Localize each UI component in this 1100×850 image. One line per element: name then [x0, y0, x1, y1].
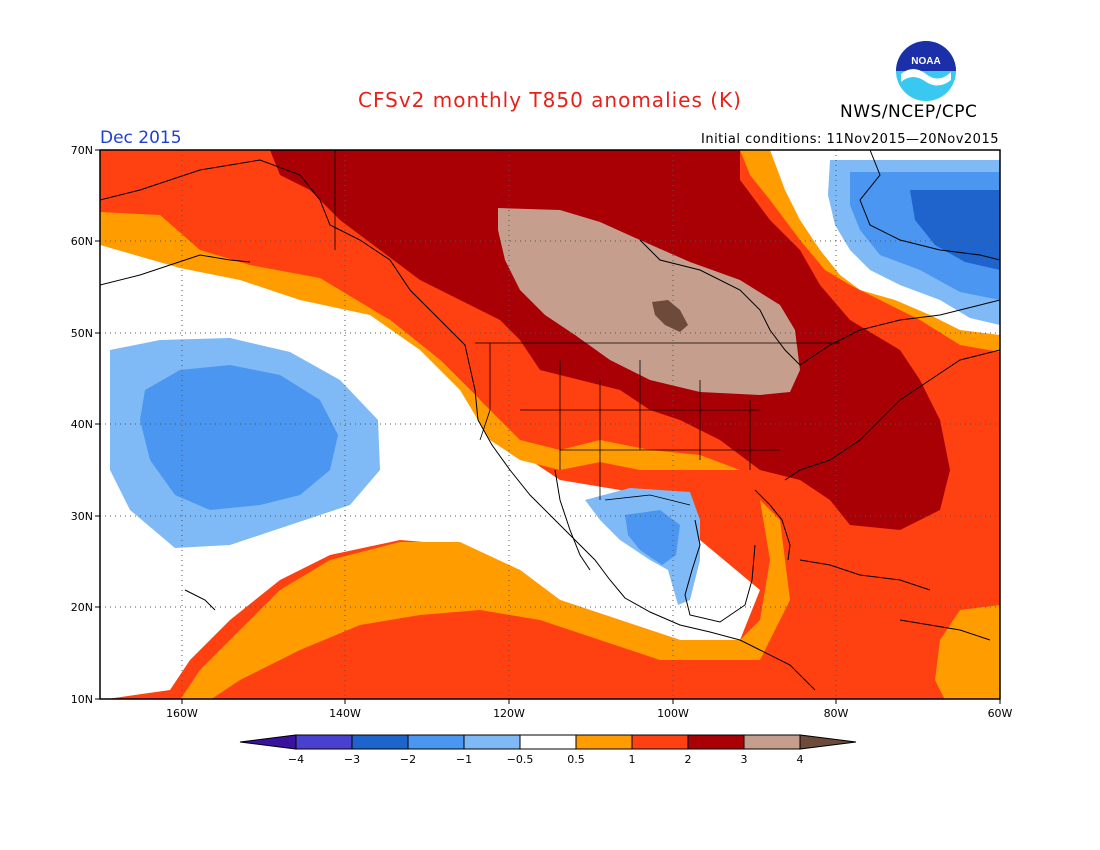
colorbar-tick-label: 1: [629, 753, 636, 766]
colorbar-swatch: [519, 734, 577, 750]
lon-label-160w: 160W: [166, 707, 198, 720]
colorbar-arrow-low: [239, 734, 297, 750]
cold-pool-greenland-core: [910, 190, 1000, 270]
lat-label-60n: 60N: [71, 235, 93, 248]
lat-label-30n: 30N: [71, 510, 93, 523]
lat-label-50n: 50N: [71, 327, 93, 340]
colorbar-swatch: [407, 734, 465, 750]
lon-label-120w: 120W: [493, 707, 525, 720]
coastlines: [100, 150, 1000, 691]
lat-label-20n: 20N: [71, 601, 93, 614]
colorbar-swatch: [351, 734, 409, 750]
colorbar-tick-label: −4: [288, 753, 304, 766]
tick-marks: [95, 149, 1001, 704]
chart-title: CFSv2 monthly T850 anomalies (K): [358, 88, 742, 112]
initial-conditions: Initial conditions: 11Nov2015—20Nov2015: [701, 132, 999, 147]
colorbar-arrow-high: [799, 734, 857, 750]
lat-label-40n: 40N: [71, 418, 93, 431]
colorbar: −4 −3 −2 −1 −0.5 0.5 1 2 3 4: [239, 734, 857, 766]
anomaly-field: [100, 150, 1000, 699]
warm-orange-pacific-south: [180, 500, 790, 699]
colorbar-tick-label: −2: [400, 753, 416, 766]
lon-label-60w: 60W: [988, 707, 1013, 720]
agency-label: NWS/NCEP/CPC: [840, 102, 978, 122]
noaa-logo-text: NOAA: [911, 56, 940, 67]
forecast-month: Dec 2015: [100, 128, 182, 148]
colorbar-tick-label: 4: [797, 753, 804, 766]
lon-label-100w: 100W: [657, 707, 689, 720]
colorbar-tick-label: −0.5: [507, 753, 534, 766]
colorbar-swatch: [631, 734, 689, 750]
colorbar-swatch: [295, 734, 353, 750]
colorbar-swatch: [575, 734, 633, 750]
colorbar-tick-label: 2: [685, 753, 692, 766]
lon-labels: 160W 140W 120W 100W 80W 60W: [166, 707, 1012, 720]
lat-label-70n: 70N: [71, 144, 93, 157]
warm-orange-pacific-north: [100, 212, 740, 470]
colorbar-swatch: [743, 734, 801, 750]
colorbar-tick-label: −1: [456, 753, 472, 766]
colorbar-tick-label: 0.5: [567, 753, 585, 766]
lon-label-80w: 80W: [824, 707, 849, 720]
colorbar-tick-label: 3: [741, 753, 748, 766]
lat-label-10n: 10N: [71, 693, 93, 706]
warm-peak-central-canada: [498, 208, 800, 395]
gridlines: [100, 150, 1000, 699]
cold-pool-texas-core: [625, 510, 680, 565]
colorbar-swatch: [463, 734, 521, 750]
colorbar-swatch: [687, 734, 745, 750]
lon-label-140w: 140W: [329, 707, 361, 720]
colorbar-tick-label: −3: [344, 753, 360, 766]
political-borders: [334, 150, 840, 506]
cold-pool-pacific-core: [140, 365, 338, 510]
lat-labels: 70N 60N 50N 40N 30N 20N 10N: [71, 144, 93, 706]
noaa-logo: NOAA: [896, 41, 956, 101]
warm-max-core: [652, 300, 688, 332]
